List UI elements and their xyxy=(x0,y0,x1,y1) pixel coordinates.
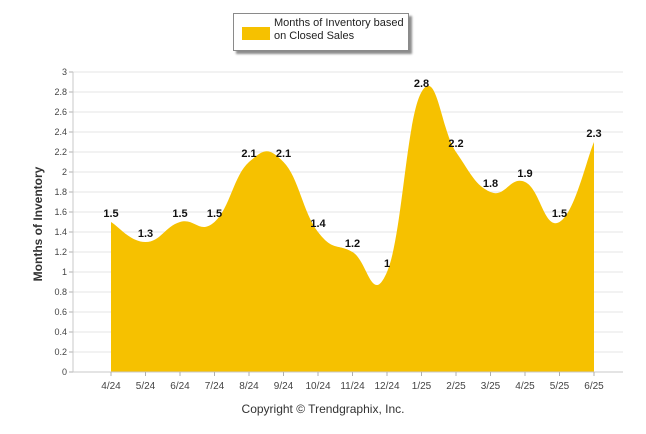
data-label: 2.3 xyxy=(586,128,601,140)
x-tick-label: 1/25 xyxy=(412,381,432,392)
x-tick-label: 12/24 xyxy=(374,381,399,392)
copyright-text: Copyright © Trendgraphix, Inc. xyxy=(241,402,405,416)
x-tick-label: 10/24 xyxy=(305,381,330,392)
x-tick-label: 2/25 xyxy=(446,381,466,392)
x-tick-label: 9/24 xyxy=(274,381,294,392)
data-label: 1.8 xyxy=(483,178,498,190)
data-label: 2.2 xyxy=(448,138,463,150)
y-tick-label: 0.8 xyxy=(54,287,67,297)
x-tick-label: 6/25 xyxy=(584,381,604,392)
data-label: 1.5 xyxy=(172,208,187,220)
y-tick-label: 0 xyxy=(62,367,67,377)
x-tick-label: 6/24 xyxy=(170,381,190,392)
y-tick-label: 0.4 xyxy=(54,327,67,337)
x-tick-label: 3/25 xyxy=(481,381,501,392)
axes: 0 0.2 0.4 0.6 0.8 1 1.2 1.4 1.6 1.8 2 2.2 2.4 2.6 2.8 3… xyxy=(54,67,623,392)
y-tick-label: 1.6 xyxy=(54,207,67,217)
legend-swatch xyxy=(242,27,270,40)
y-tick-label: 0.2 xyxy=(54,347,67,357)
series-area xyxy=(111,85,594,372)
data-label: 1.9 xyxy=(517,168,532,180)
data-label: 1.5 xyxy=(207,208,222,220)
y-tick-label: 2.2 xyxy=(54,147,67,157)
data-label: 2.1 xyxy=(276,148,291,160)
y-tick-label: 2.8 xyxy=(54,87,67,97)
x-tick-label: 4/25 xyxy=(515,381,535,392)
y-tick-label: 1.2 xyxy=(54,247,67,257)
data-label: 2.1 xyxy=(241,148,256,160)
x-tick-label: 5/25 xyxy=(550,381,570,392)
y-tick-label: 2 xyxy=(62,167,67,177)
y-tick-label: 2.6 xyxy=(54,107,67,117)
y-tick-label: 0.6 xyxy=(54,307,67,317)
y-tick-label: 1.4 xyxy=(54,227,67,237)
x-tick-label: 7/24 xyxy=(205,381,225,392)
data-label: 1.5 xyxy=(103,208,118,220)
data-labels: 1.5 1.3 1.5 1.5 2.1 2.1 1.4 1.2 1 2.8 2.2 1.8 1.9 1.5… xyxy=(103,78,601,270)
y-tick-label: 3 xyxy=(62,67,67,77)
x-tick-label: 11/24 xyxy=(340,381,365,392)
data-label: 1.4 xyxy=(310,218,326,230)
data-label: 1.2 xyxy=(345,238,360,250)
x-tick-label: 5/24 xyxy=(136,381,156,392)
x-tick-label: 4/24 xyxy=(101,381,121,392)
y-axis-title: Months of Inventory xyxy=(31,166,45,281)
y-tick-label: 1.8 xyxy=(54,187,67,197)
legend: Months of Inventory based on Closed Sale… xyxy=(233,13,409,51)
y-tick-label: 1 xyxy=(62,267,67,277)
data-label: 2.8 xyxy=(414,78,429,90)
y-tick-label: 2.4 xyxy=(54,127,67,137)
data-label: 1.5 xyxy=(552,208,567,220)
data-label: 1.3 xyxy=(138,228,153,240)
data-area xyxy=(110,85,595,372)
x-tick-label: 8/24 xyxy=(239,381,259,392)
data-label: 1 xyxy=(384,258,390,270)
legend-label: Months of Inventory based on Closed Sale… xyxy=(274,17,404,42)
